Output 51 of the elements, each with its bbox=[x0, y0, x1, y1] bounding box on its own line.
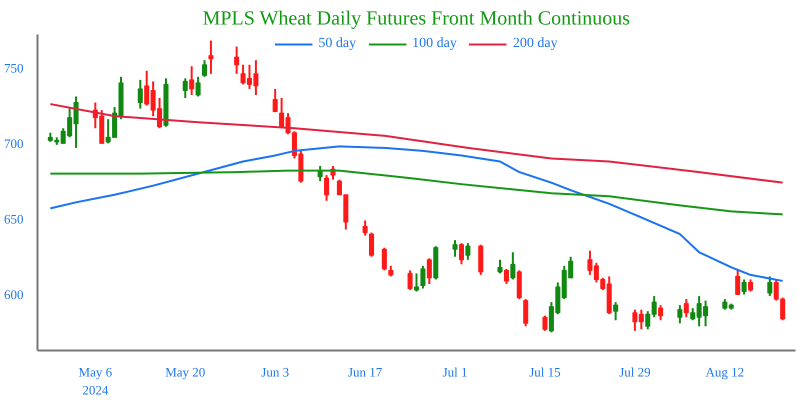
candlestick bbox=[510, 251, 516, 280]
candlestick bbox=[189, 65, 194, 96]
candlestick bbox=[613, 301, 618, 322]
x-tick-label: Jul 1 bbox=[442, 364, 468, 380]
y-tick-label: 750 bbox=[4, 60, 24, 76]
candlestick bbox=[369, 232, 374, 258]
candlestick bbox=[677, 304, 682, 324]
candlestick bbox=[408, 269, 413, 292]
candlestick bbox=[458, 242, 464, 266]
candlestick bbox=[362, 219, 368, 237]
legend-label: 100 day bbox=[412, 36, 457, 52]
x-tick-label: Jun 17 bbox=[348, 364, 383, 380]
line-series bbox=[49, 103, 784, 184]
line-series bbox=[49, 170, 784, 216]
candlestick bbox=[523, 298, 528, 328]
chart-title: MPLS Wheat Daily Futures Front Month Continuous bbox=[202, 8, 630, 30]
legend-label: 50 day bbox=[318, 36, 356, 52]
y-tick-label: 600 bbox=[4, 287, 24, 302]
legend-label: 200 day bbox=[512, 36, 558, 52]
candlestick bbox=[382, 246, 387, 272]
candlestick bbox=[388, 264, 394, 278]
candlestick bbox=[324, 174, 330, 202]
x-tick-label: Jul 29 bbox=[619, 364, 651, 380]
candlestick bbox=[465, 242, 470, 261]
x-tick-label: Jun 3 bbox=[261, 364, 290, 380]
candlestick bbox=[542, 314, 548, 332]
candlestick bbox=[414, 272, 420, 293]
x-tick-label: Aug 12 bbox=[706, 364, 744, 380]
candlestick bbox=[504, 268, 509, 285]
candlestick bbox=[767, 275, 772, 298]
candlestick bbox=[742, 278, 747, 296]
y-tick-label: 650 bbox=[4, 211, 24, 226]
x-tick-label: May 6 2024 bbox=[78, 364, 113, 398]
candlestick bbox=[138, 78, 143, 110]
candlestick bbox=[208, 40, 214, 75]
candlestick bbox=[272, 88, 278, 113]
candlestick bbox=[196, 76, 201, 98]
candlestick bbox=[182, 77, 188, 99]
candlestick bbox=[684, 298, 689, 318]
candlestick bbox=[234, 46, 240, 75]
candlestick bbox=[420, 264, 426, 290]
candlestick bbox=[748, 278, 754, 293]
candlestick bbox=[426, 257, 432, 285]
candlestick bbox=[735, 268, 740, 296]
x-tick-label: Jul 15 bbox=[529, 364, 561, 380]
y-tick-label: 700 bbox=[4, 136, 24, 151]
candlestick bbox=[497, 258, 503, 274]
candlestick bbox=[452, 239, 458, 258]
x-tick-label: May 20 bbox=[165, 364, 206, 380]
candlestick bbox=[658, 304, 664, 322]
candlestick bbox=[202, 59, 208, 78]
